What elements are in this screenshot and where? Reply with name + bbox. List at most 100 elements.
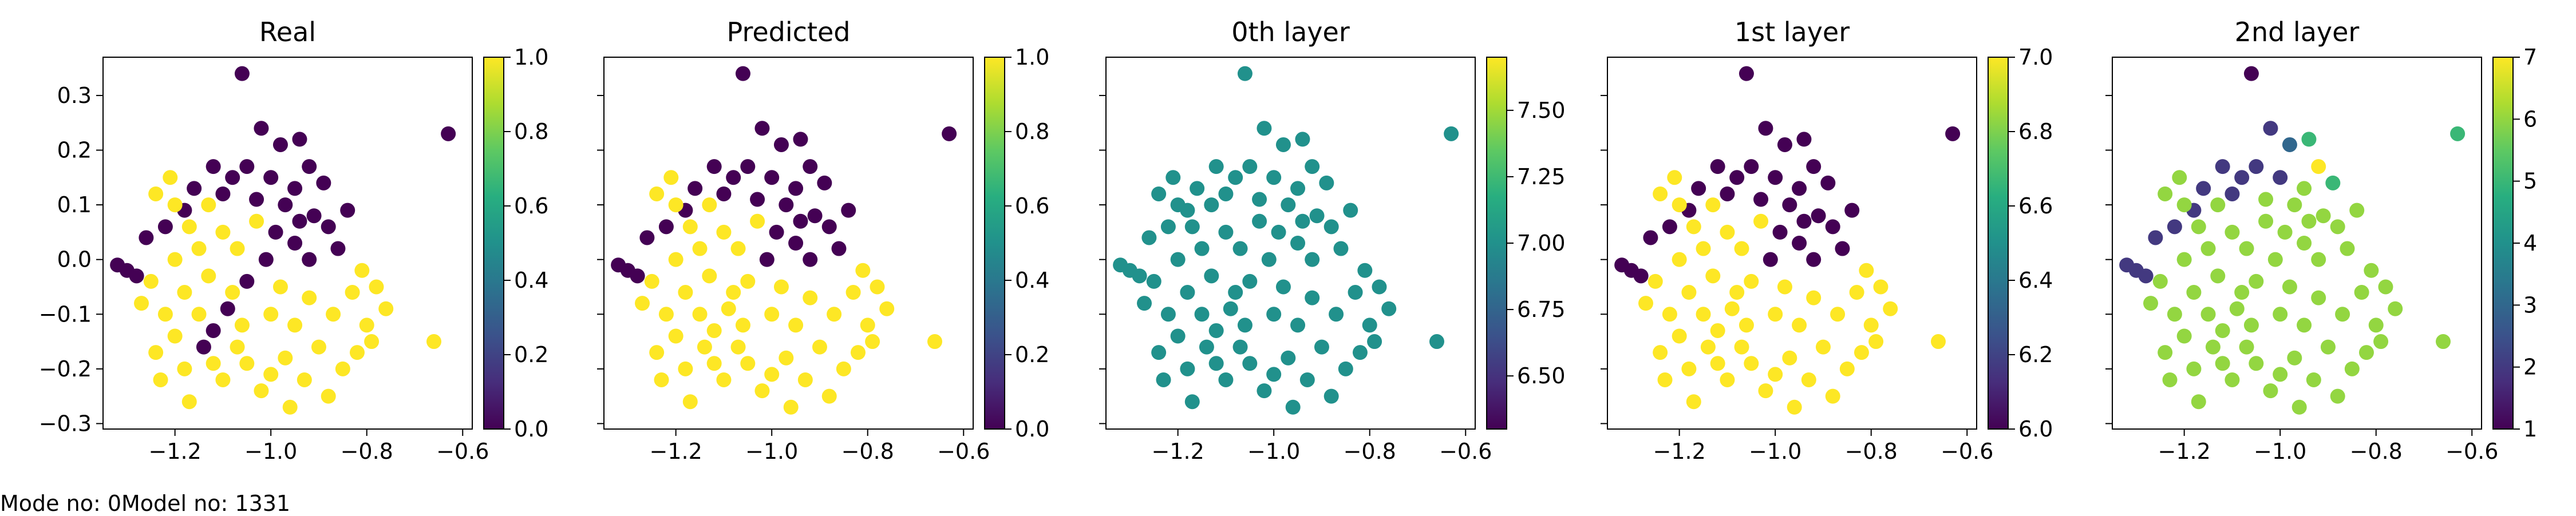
scatter-point bbox=[1653, 186, 1668, 201]
scatter-point bbox=[1792, 236, 1807, 251]
scatter-point bbox=[1156, 372, 1171, 387]
scatter-point bbox=[1132, 268, 1147, 284]
scatter-point bbox=[860, 317, 875, 333]
scatter-point bbox=[2388, 301, 2403, 316]
colorbar-tick-label: 6.6 bbox=[2018, 193, 2053, 219]
scatter-point bbox=[1873, 279, 1888, 295]
scatter-point bbox=[1796, 132, 1812, 147]
scatter-point bbox=[1614, 257, 1630, 273]
scatter-point bbox=[249, 192, 264, 207]
scatter-point bbox=[846, 285, 861, 300]
scatter-point bbox=[812, 339, 827, 355]
scatter-point bbox=[1782, 350, 1797, 366]
scatter-point bbox=[735, 66, 750, 81]
scatter-point bbox=[1160, 219, 1176, 235]
scatter-point bbox=[1686, 219, 1701, 235]
scatter-point bbox=[2138, 268, 2154, 284]
colorbar bbox=[1486, 57, 1507, 430]
scatter-panel-1: Predicted −1.2 −1.0 −0.8 −0.6 0.0 0.2 0.4 0.6 0.8… bbox=[597, 17, 1049, 464]
scatter-point bbox=[630, 268, 645, 284]
colorbar-tick-label: 3 bbox=[2523, 292, 2537, 317]
colorbar-tick-label: 1.0 bbox=[514, 45, 548, 70]
scatter-point bbox=[1151, 345, 1167, 360]
panel-title: Predicted bbox=[727, 17, 851, 47]
scatter-point bbox=[668, 328, 683, 344]
scatter-point bbox=[1720, 372, 1735, 387]
scatter-point bbox=[1323, 388, 1339, 404]
scatter-point bbox=[779, 197, 794, 213]
scatter-point bbox=[1825, 219, 1840, 235]
scatter-point bbox=[187, 181, 202, 196]
x-tick-label: −0.6 bbox=[2445, 439, 2498, 464]
scatter-point bbox=[1758, 121, 1773, 136]
panel-title: 2nd layer bbox=[2235, 17, 2360, 47]
colorbar-tick-label: 0.0 bbox=[1015, 416, 1049, 442]
scatter-point bbox=[1753, 192, 1769, 207]
scatter-point bbox=[2325, 175, 2341, 190]
scatter-point bbox=[773, 137, 789, 152]
scatter-point bbox=[1744, 356, 1759, 371]
scatter-point bbox=[879, 301, 895, 316]
scatter-point bbox=[1815, 339, 1831, 355]
scatter-point bbox=[2167, 307, 2182, 322]
plot-frame bbox=[102, 57, 473, 430]
scatter-point bbox=[1801, 372, 1816, 387]
scatter-point bbox=[206, 356, 221, 371]
scatter-point bbox=[282, 399, 298, 415]
scatter-point bbox=[1343, 203, 1358, 218]
x-tick-label: −1.0 bbox=[745, 439, 798, 464]
scatter-point bbox=[1218, 186, 1234, 201]
scatter-point bbox=[1194, 241, 1210, 256]
scatter-point bbox=[1739, 317, 1754, 333]
scatter-point bbox=[702, 197, 717, 213]
scatter-point bbox=[1672, 197, 1687, 213]
scatter-point bbox=[2263, 121, 2278, 136]
y-tick-label: −0.1 bbox=[39, 301, 92, 327]
scatter-point bbox=[2287, 197, 2302, 213]
colorbar-tick-label: 6.4 bbox=[2018, 268, 2053, 293]
scatter-point bbox=[2297, 181, 2312, 196]
scatter-point bbox=[1883, 301, 1898, 316]
scatter-point bbox=[1367, 334, 1382, 350]
scatter-point bbox=[148, 345, 164, 360]
scatter-point bbox=[239, 356, 255, 371]
scatter-point bbox=[1859, 263, 1874, 278]
scatter-point bbox=[1696, 241, 1711, 256]
scatter-point bbox=[167, 252, 183, 267]
scatter-point bbox=[692, 307, 708, 322]
panel-title: Real bbox=[259, 17, 316, 47]
scatter-point bbox=[1228, 170, 1243, 185]
scatter-point bbox=[234, 66, 250, 81]
scatter-point bbox=[1290, 181, 1306, 196]
scatter-point bbox=[378, 301, 394, 316]
scatter-point bbox=[215, 372, 231, 387]
colorbar-tick-label: 0.2 bbox=[1015, 342, 1049, 367]
scatter-point bbox=[1672, 252, 1687, 267]
scatter-point bbox=[2368, 317, 2384, 333]
scatter-point bbox=[1768, 367, 1783, 382]
scatter-point bbox=[1257, 383, 1272, 399]
scatter-point bbox=[1662, 307, 1677, 322]
scatter-point bbox=[306, 208, 322, 224]
scatter-point bbox=[735, 317, 750, 333]
scatter-point bbox=[2373, 334, 2389, 350]
x-tick-label: −0.8 bbox=[1845, 439, 1898, 464]
scatter-point bbox=[2320, 339, 2336, 355]
scatter-point bbox=[1667, 170, 1682, 185]
scatter-point bbox=[2239, 241, 2254, 256]
scatter-point bbox=[239, 159, 255, 174]
scatter-point bbox=[682, 394, 698, 410]
scatter-point bbox=[793, 213, 808, 229]
scatter-point bbox=[692, 241, 708, 256]
scatter-point bbox=[2291, 399, 2307, 415]
scatter-point bbox=[157, 219, 173, 235]
scatter-point bbox=[726, 285, 741, 300]
scatter-point bbox=[1653, 345, 1668, 360]
scatter-point bbox=[2234, 285, 2250, 300]
scatter-point bbox=[1700, 339, 1716, 355]
scatter-point bbox=[2297, 317, 2312, 333]
scatter-point bbox=[354, 263, 370, 278]
x-tick-label: −1.2 bbox=[1653, 439, 1706, 464]
colorbar-tick-label: 6.0 bbox=[2018, 416, 2053, 442]
